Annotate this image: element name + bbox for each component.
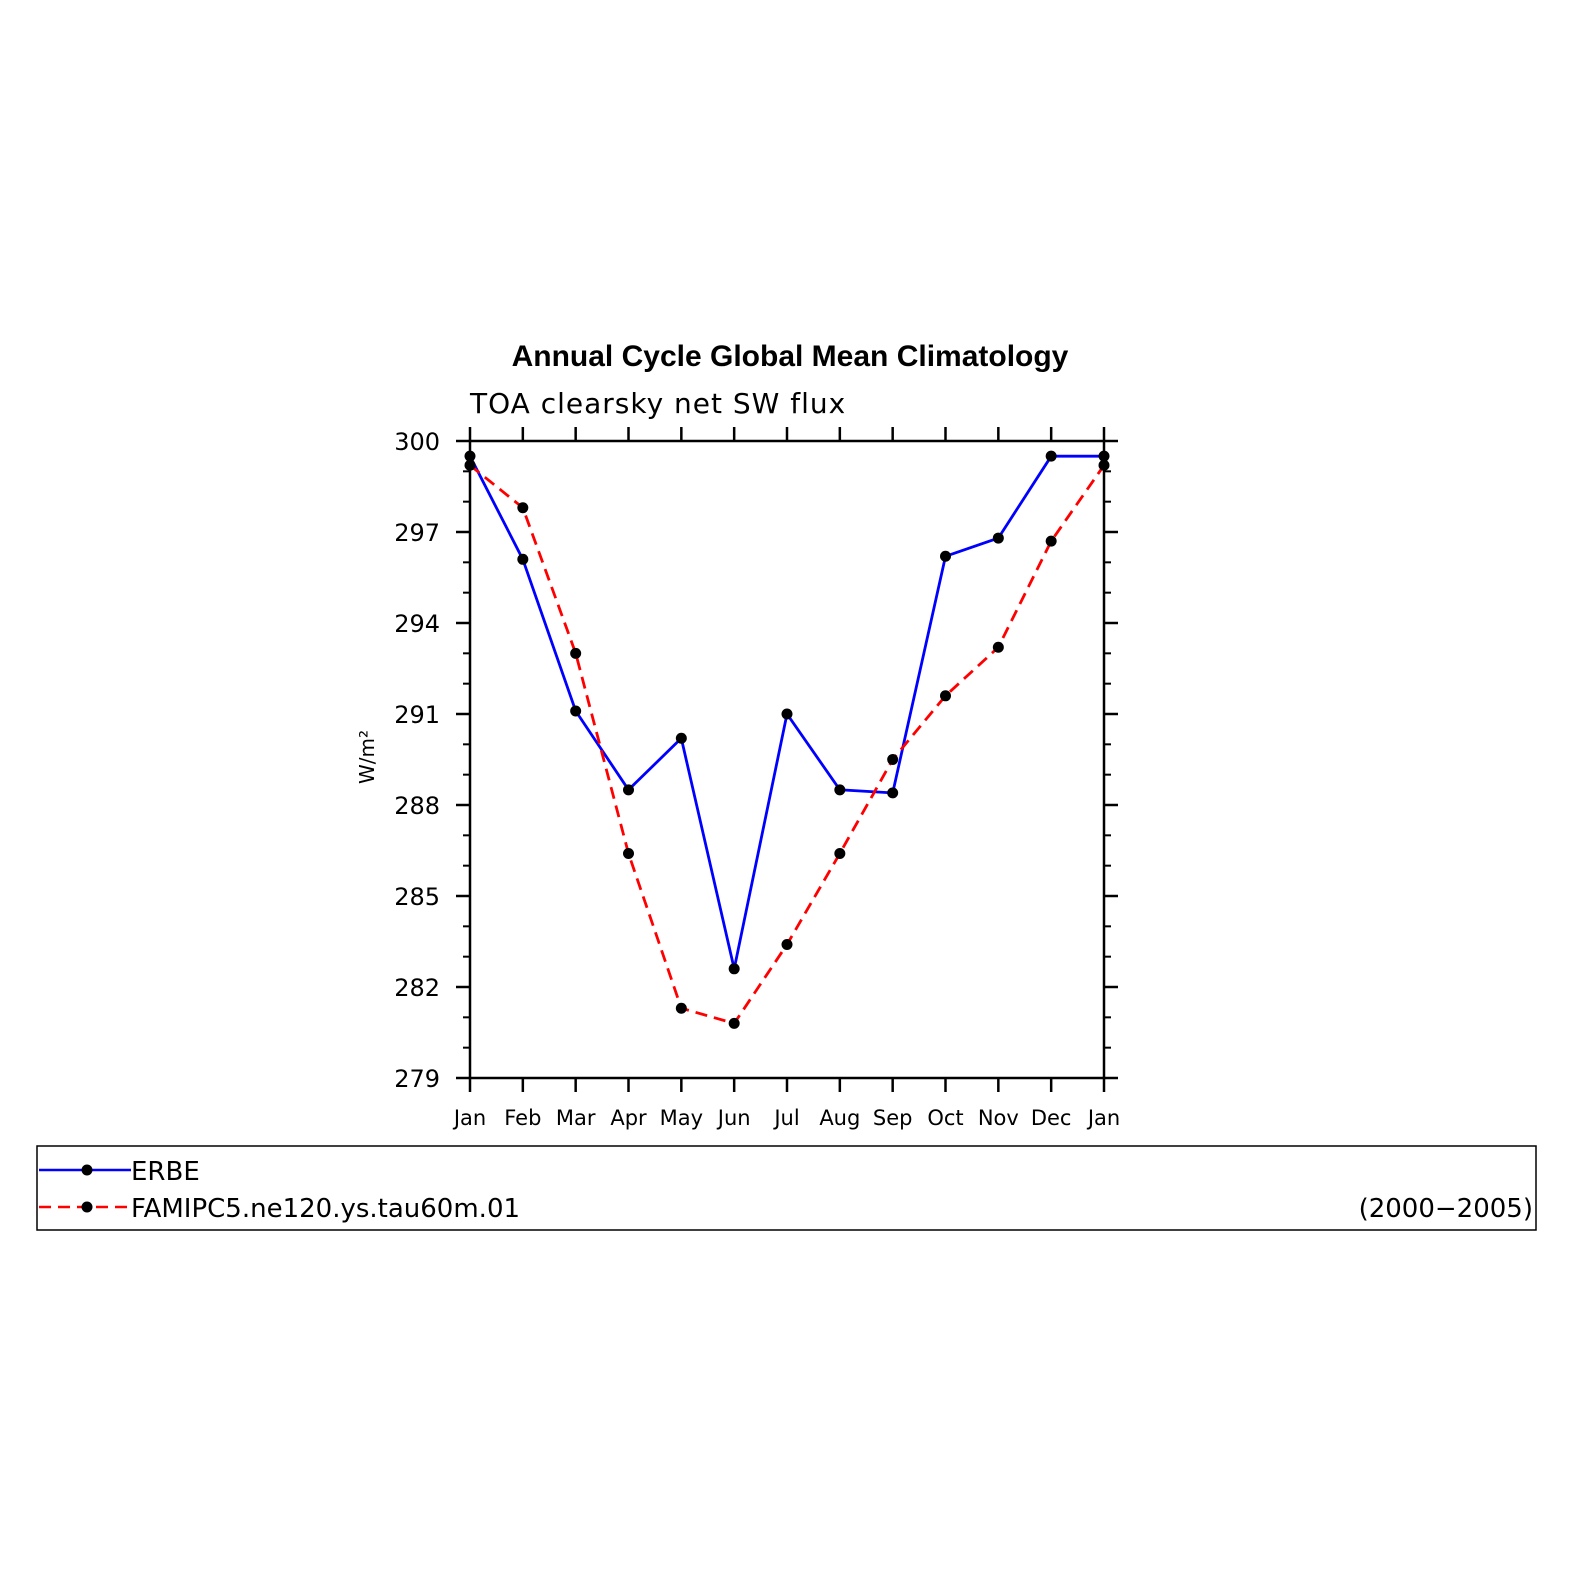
x-tick-label: Dec <box>1031 1106 1072 1130</box>
data-point-series-0 <box>464 450 476 462</box>
data-point-series-0 <box>623 784 634 796</box>
x-tick-label: Mar <box>556 1106 596 1130</box>
data-point-series-0 <box>1045 450 1057 462</box>
legend: ERBE FAMIPC5.ne120.ys.tau60m.01 (2000−20… <box>36 1145 1537 1231</box>
plot-frame <box>468 439 1106 1080</box>
data-point-series-0 <box>940 550 951 562</box>
data-point-series-0 <box>570 705 582 717</box>
y-tick-label: 294 <box>394 610 440 638</box>
data-point-series-0 <box>517 553 529 565</box>
y-tick-label: 297 <box>394 519 440 547</box>
legend-box <box>36 1145 1537 1231</box>
year-range-annotation: (2000−2005) <box>1359 1194 1533 1224</box>
x-tick-label: Jan <box>1086 1106 1120 1130</box>
legend-marker-erbe <box>81 1164 93 1176</box>
data-point-series-1 <box>1098 459 1110 471</box>
data-point-series-1 <box>887 754 899 765</box>
x-tick-label: Nov <box>978 1106 1019 1130</box>
data-point-series-0 <box>992 532 1004 544</box>
y-tick-label: 288 <box>394 792 440 820</box>
data-point-series-0 <box>675 732 687 744</box>
data-point-series-0 <box>728 963 740 975</box>
plot-area: 279 282 285 288 291 294 297 300 Jan Feb Mar Apr May J… <box>394 427 1120 1130</box>
x-tick-label: Sep <box>873 1106 913 1130</box>
data-point-series-1 <box>834 848 846 860</box>
y-tick-label: 279 <box>394 1065 440 1093</box>
data-point-series-1 <box>992 641 1004 653</box>
chart-subtitle: TOA clearsky net SW flux <box>469 387 846 420</box>
legend-entry-erbe: ERBE <box>39 1157 200 1187</box>
data-point-series-1 <box>623 848 634 860</box>
x-tick-label: Jul <box>772 1106 799 1130</box>
x-tick-label: Aug <box>819 1106 860 1130</box>
x-tick-label: Oct <box>927 1106 963 1130</box>
y-tick-label: 300 <box>394 428 440 456</box>
chart-title: Annual Cycle Global Mean Climatology <box>512 340 1069 373</box>
y-tick-label: 282 <box>394 974 440 1002</box>
data-point-series-1 <box>940 690 951 702</box>
data-point-series-1 <box>1045 535 1057 547</box>
x-tick-label: May <box>660 1106 703 1130</box>
x-tick-label: Feb <box>504 1106 541 1130</box>
y-axis-label: W/m² <box>355 730 379 784</box>
legend-entry-famipc5: FAMIPC5.ne120.ys.tau60m.01 <box>39 1194 520 1224</box>
legend-marker-famipc5 <box>81 1201 93 1213</box>
data-point-series-1 <box>464 459 476 471</box>
legend-label-erbe: ERBE <box>131 1157 200 1187</box>
data-point-series-1 <box>570 647 582 659</box>
data-point-series-0 <box>1098 450 1110 462</box>
y-tick-label: 291 <box>394 701 440 729</box>
x-tick-label: Jun <box>716 1106 751 1130</box>
y-tick-label: 285 <box>394 883 440 911</box>
data-point-series-0 <box>887 787 899 799</box>
data-point-series-0 <box>834 784 846 796</box>
legend-label-famipc5: FAMIPC5.ne120.ys.tau60m.01 <box>131 1194 520 1224</box>
data-point-series-0 <box>781 708 793 720</box>
data-point-series-1 <box>781 939 793 951</box>
data-point-series-1 <box>728 1017 740 1029</box>
x-tick-label: Apr <box>610 1106 647 1130</box>
x-tick-label: Jan <box>452 1106 486 1130</box>
data-point-series-1 <box>517 502 529 514</box>
data-point-series-1 <box>675 1002 687 1014</box>
